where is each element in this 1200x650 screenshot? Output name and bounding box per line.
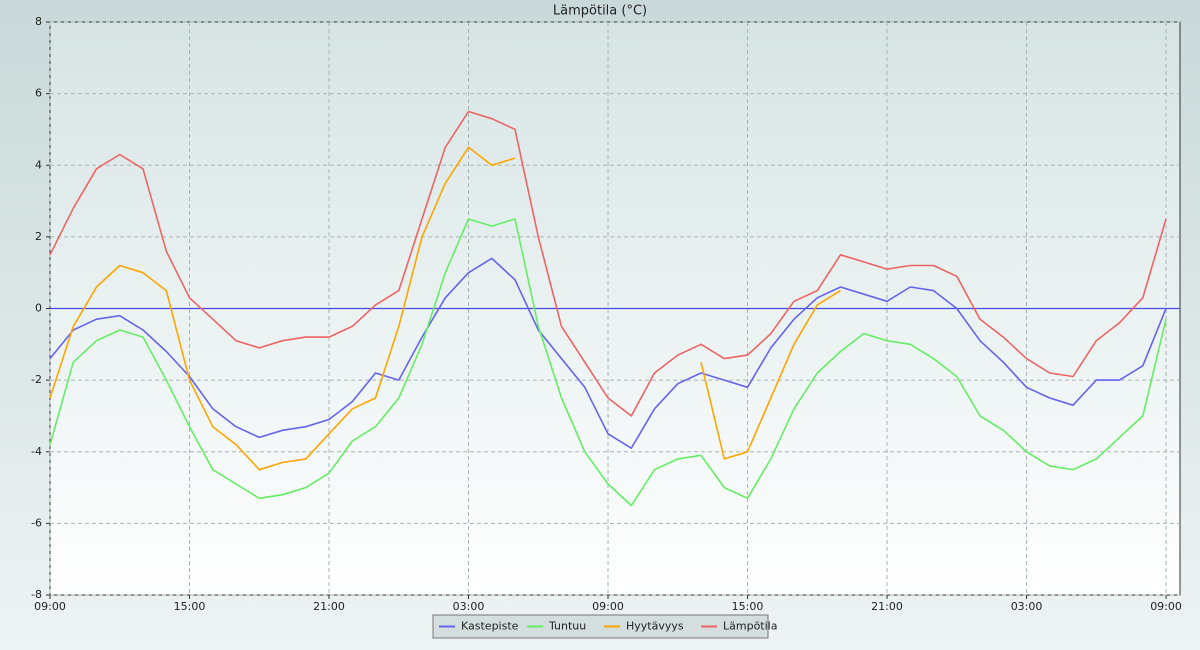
y-tick-label: 8 [35,15,42,28]
legend-label: Lämpötila [723,620,777,633]
lines [49,110,1180,507]
chart-title: Lämpötila (°C) [553,4,647,19]
y-tick-label: -8 [31,588,42,601]
y-tick-label: 6 [35,87,42,100]
legend-label: Hyytävyys [626,620,684,633]
x-tick-label: 03:00 [1011,600,1043,613]
legend: Kastepiste Tuntuu Hyytävyys Lämpötila [432,614,777,639]
x-tick-label: 15:00 [732,600,764,613]
legend-label: Tuntuu [548,620,586,633]
y-tick-label: 2 [35,230,42,243]
x-tick-label: 03:00 [453,600,485,613]
grid: -8 -6 -4 -2 0 2 4 6 8 09:00 15:00 21:00 03:00 09:00 15… [31,15,1182,613]
x-tick-label: 21:00 [871,600,903,613]
series-line [49,110,1167,417]
series-line [49,257,1167,449]
y-tick-label: 4 [35,158,42,171]
x-tick-label: 09:00 [1150,600,1182,613]
y-tick-label: 0 [35,302,42,315]
y-tick-label: -4 [31,445,42,458]
x-tick-label: 15:00 [174,600,206,613]
legend-box [432,614,769,639]
series-line [49,218,1167,507]
x-tick-label: 09:00 [592,600,624,613]
y-tick-label: -6 [31,516,42,529]
y-tick-label: -2 [31,373,42,386]
x-tick-label: 09:00 [34,600,66,613]
x-tick-label: 21:00 [313,600,345,613]
legend-label: Kastepiste [461,620,519,633]
